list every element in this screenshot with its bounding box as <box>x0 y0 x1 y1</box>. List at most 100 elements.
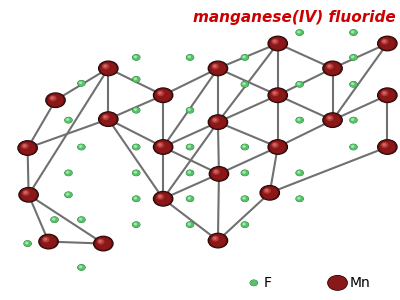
Circle shape <box>78 217 85 222</box>
Circle shape <box>78 145 85 149</box>
Circle shape <box>188 146 190 147</box>
Circle shape <box>187 55 193 60</box>
Circle shape <box>66 119 69 120</box>
Circle shape <box>66 172 69 173</box>
Circle shape <box>65 192 72 197</box>
Circle shape <box>208 233 228 248</box>
Circle shape <box>154 140 172 154</box>
Circle shape <box>296 118 303 123</box>
Circle shape <box>103 64 109 69</box>
Circle shape <box>186 108 194 113</box>
Circle shape <box>48 94 63 106</box>
Circle shape <box>188 197 190 199</box>
Circle shape <box>186 170 194 175</box>
Circle shape <box>329 276 346 290</box>
Circle shape <box>269 37 286 50</box>
Circle shape <box>65 170 72 175</box>
Circle shape <box>65 170 72 175</box>
Circle shape <box>213 169 219 174</box>
Circle shape <box>243 223 245 225</box>
Circle shape <box>159 196 161 197</box>
Circle shape <box>158 143 164 147</box>
Circle shape <box>241 196 248 201</box>
Circle shape <box>133 170 140 175</box>
Circle shape <box>350 55 357 60</box>
Circle shape <box>187 145 193 149</box>
Circle shape <box>133 145 140 149</box>
Circle shape <box>378 140 396 154</box>
Circle shape <box>328 276 347 290</box>
Circle shape <box>212 168 226 179</box>
Circle shape <box>383 144 386 146</box>
Circle shape <box>134 109 136 110</box>
Circle shape <box>268 88 287 103</box>
Circle shape <box>273 92 276 94</box>
Circle shape <box>352 119 354 120</box>
Circle shape <box>298 172 300 173</box>
Circle shape <box>243 56 245 58</box>
Circle shape <box>270 141 285 153</box>
Circle shape <box>78 81 85 86</box>
Circle shape <box>24 191 27 194</box>
Circle shape <box>156 141 170 153</box>
Circle shape <box>186 222 194 227</box>
Circle shape <box>208 115 228 129</box>
Circle shape <box>78 265 85 270</box>
Circle shape <box>214 171 217 172</box>
Circle shape <box>210 167 228 181</box>
Circle shape <box>187 170 193 175</box>
Circle shape <box>80 82 82 83</box>
Circle shape <box>328 117 331 119</box>
Circle shape <box>350 118 357 122</box>
Circle shape <box>104 65 106 67</box>
Text: F: F <box>264 276 272 290</box>
Circle shape <box>187 108 193 112</box>
Circle shape <box>94 237 112 250</box>
Circle shape <box>39 234 58 249</box>
Circle shape <box>188 172 190 173</box>
Circle shape <box>65 118 72 122</box>
Circle shape <box>94 236 113 251</box>
Circle shape <box>325 115 340 126</box>
Circle shape <box>52 218 55 220</box>
Circle shape <box>327 116 333 121</box>
Circle shape <box>133 55 140 60</box>
Circle shape <box>46 93 65 107</box>
Text: Mn: Mn <box>350 276 370 290</box>
Circle shape <box>133 77 140 82</box>
Circle shape <box>101 63 116 74</box>
Circle shape <box>186 55 194 60</box>
Circle shape <box>154 89 172 102</box>
Circle shape <box>242 196 248 201</box>
Circle shape <box>51 97 54 99</box>
Circle shape <box>133 170 140 175</box>
Circle shape <box>214 65 216 67</box>
Circle shape <box>96 238 111 249</box>
Circle shape <box>272 143 278 147</box>
Circle shape <box>158 91 164 96</box>
Circle shape <box>133 222 140 227</box>
Circle shape <box>378 36 397 51</box>
Circle shape <box>265 190 268 191</box>
Circle shape <box>273 40 276 42</box>
Circle shape <box>66 194 69 195</box>
Circle shape <box>323 113 342 128</box>
Circle shape <box>251 280 257 285</box>
Circle shape <box>133 77 140 82</box>
Circle shape <box>156 90 170 101</box>
Circle shape <box>260 186 280 200</box>
Circle shape <box>19 141 36 154</box>
Circle shape <box>104 116 106 118</box>
Circle shape <box>154 191 173 206</box>
Circle shape <box>382 91 388 96</box>
Circle shape <box>242 82 248 87</box>
Circle shape <box>380 90 395 101</box>
Circle shape <box>156 193 170 204</box>
Circle shape <box>350 30 357 35</box>
Circle shape <box>350 82 357 87</box>
Circle shape <box>378 140 397 154</box>
Circle shape <box>23 190 29 195</box>
Circle shape <box>210 116 225 128</box>
Circle shape <box>134 223 136 225</box>
Circle shape <box>241 82 248 87</box>
